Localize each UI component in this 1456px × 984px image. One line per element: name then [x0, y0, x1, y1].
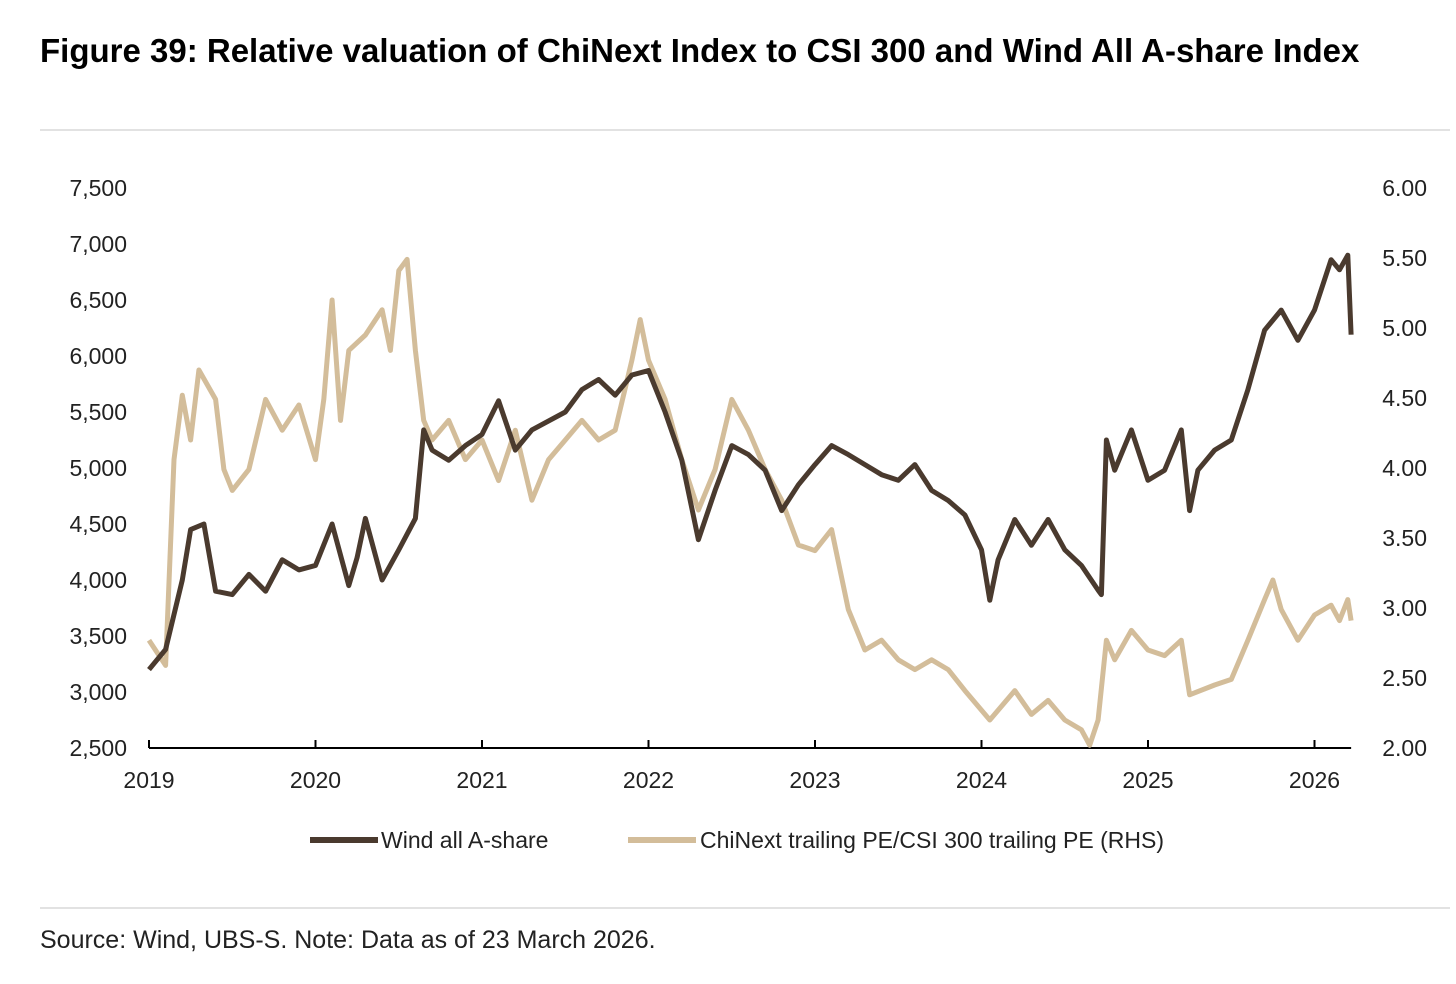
y-right-tick-label: 5.50 — [1382, 245, 1427, 271]
y-tick-label: 5,500 — [69, 399, 127, 425]
legend-label-chinext: ChiNext trailing PE/CSI 300 trailing PE … — [700, 827, 1164, 853]
x-tick-label: 2022 — [623, 767, 674, 793]
y-tick-label: 4,000 — [69, 567, 127, 593]
chinext-pe-ratio-line — [146, 256, 1354, 748]
x-tick-label: 2026 — [1289, 767, 1340, 793]
legend: Wind all A-share ChiNext trailing PE/CSI… — [310, 827, 1164, 853]
x-tick-label: 2025 — [1122, 767, 1173, 793]
y-right-tick-label: 2.00 — [1382, 735, 1427, 761]
y-right-tick-label: 3.50 — [1382, 525, 1427, 551]
y-right-tick-label: 6.00 — [1382, 175, 1427, 201]
x-tick-label: 2019 — [123, 767, 174, 793]
y-tick-label: 6,500 — [69, 287, 127, 313]
x-axis: 2019 2020 2021 2022 2023 2024 2025 2026 — [123, 740, 1352, 793]
x-tick-label: 2023 — [789, 767, 840, 793]
y-tick-label: 5,000 — [69, 455, 127, 481]
y-tick-label: 3,000 — [69, 679, 127, 705]
y-right-tick-label: 5.00 — [1382, 315, 1427, 341]
y-tick-label: 7,000 — [69, 231, 127, 257]
x-tick-label: 2020 — [290, 767, 341, 793]
y-right-tick-label: 4.00 — [1382, 455, 1427, 481]
x-tick-label: 2024 — [956, 767, 1007, 793]
source-note: Source: Wind, UBS-S. Note: Data as of 23… — [40, 926, 656, 954]
right-axis: 2.00 2.50 3.00 3.50 4.00 4.50 5.00 5.50 6.00 — [1382, 175, 1427, 761]
left-axis: 2,500 3,000 3,500 4,000 4,500 5,000 5,500 6,000… — [69, 175, 127, 761]
y-tick-label: 2,500 — [69, 735, 127, 761]
y-right-tick-label: 2.50 — [1382, 665, 1427, 691]
legend-label-wind: Wind all A-share — [381, 827, 548, 853]
y-right-tick-label: 3.00 — [1382, 595, 1427, 621]
y-tick-label: 6,000 — [69, 343, 127, 369]
x-tick-label: 2021 — [456, 767, 507, 793]
plot-lines — [146, 252, 1354, 748]
y-tick-label: 4,500 — [69, 511, 127, 537]
wind-all-a-share-line — [147, 252, 1354, 672]
y-right-tick-label: 4.50 — [1382, 385, 1427, 411]
bottom-divider — [40, 907, 1450, 909]
y-tick-label: 3,500 — [69, 623, 127, 649]
top-divider — [40, 129, 1450, 131]
chart-title: Figure 39: Relative valuation of ChiNext… — [40, 32, 1360, 69]
y-tick-label: 7,500 — [69, 175, 127, 201]
